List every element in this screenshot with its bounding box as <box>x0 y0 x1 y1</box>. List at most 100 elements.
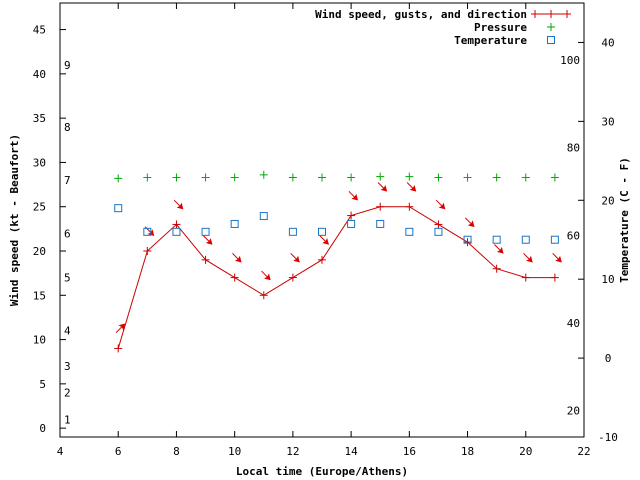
wind-direction-arrow <box>290 252 300 263</box>
wind-point <box>434 220 443 229</box>
x-tick-label: 22 <box>577 445 590 458</box>
temperature-point <box>376 219 385 228</box>
pressure-point <box>434 173 443 182</box>
wind-point <box>463 238 472 247</box>
beaufort-label: 7 <box>64 174 71 187</box>
fahrenheit-label: 80 <box>567 142 580 155</box>
beaufort-label: 1 <box>64 413 71 426</box>
wind-direction-arrow <box>115 323 126 334</box>
y-tick-label: 0 <box>39 422 46 435</box>
pressure-point <box>463 173 472 182</box>
y-tick-label: 35 <box>33 112 46 125</box>
beaufort-label: 2 <box>64 387 71 400</box>
x-tick-label: 10 <box>228 445 241 458</box>
x-tick-label: 4 <box>57 445 64 458</box>
legend-label-wind: Wind speed, gusts, and direction <box>315 8 527 21</box>
y-tick-label: 40 <box>33 68 46 81</box>
pressure-point <box>288 173 297 182</box>
temperature-point <box>405 227 414 236</box>
wind-point <box>550 273 559 282</box>
x-tick-label: 18 <box>461 445 474 458</box>
y2-axis-title: Temperature (C - F) <box>618 157 631 283</box>
wind-point <box>114 344 123 353</box>
wind-point <box>376 202 385 211</box>
y-tick-label: 5 <box>39 378 46 391</box>
temperature-point <box>172 227 181 236</box>
y2-tick-label: 30 <box>601 115 614 128</box>
x-tick-label: 14 <box>344 445 358 458</box>
beaufort-label: 5 <box>64 272 71 285</box>
legend-label-pressure: Pressure <box>474 21 527 34</box>
temperature-point <box>347 219 356 228</box>
legend-swatch-wind-end <box>563 10 571 18</box>
beaufort-label: 4 <box>64 325 71 338</box>
temperature-point <box>143 227 152 236</box>
wind-point <box>172 220 181 229</box>
pressure-point <box>492 173 501 182</box>
wind-point <box>492 264 501 273</box>
legend-label-temperature: Temperature <box>454 34 527 47</box>
y2-tick-label: 0 <box>605 352 612 365</box>
wind-point <box>521 273 530 282</box>
temperature-point <box>434 227 443 236</box>
wind-point <box>143 247 152 255</box>
temperature-point <box>259 212 268 221</box>
y-tick-label: 45 <box>33 24 46 37</box>
pressure-point <box>143 173 152 182</box>
wind-direction-arrow <box>232 252 242 263</box>
x-tick-label: 12 <box>286 445 299 458</box>
legend-swatch-wind-start <box>531 10 539 18</box>
pressure-point <box>114 174 123 183</box>
temperature-point <box>521 235 530 244</box>
y-tick-label: 20 <box>33 245 46 258</box>
y-axis-title: Wind speed (kt - Beaufort) <box>8 134 21 306</box>
wind-direction-arrow <box>523 252 533 263</box>
wind-direction-arrow <box>377 182 388 192</box>
beaufort-label: 6 <box>64 227 71 240</box>
pressure-point <box>259 170 268 179</box>
temperature-point <box>201 227 210 236</box>
wind-point <box>405 202 414 211</box>
beaufort-label: 3 <box>64 360 71 373</box>
wind-point <box>201 255 210 264</box>
wind-direction-arrow <box>464 217 475 228</box>
temperature-point <box>288 227 297 236</box>
pressure-point <box>405 172 414 181</box>
pressure-point <box>550 173 559 182</box>
temperature-point <box>114 204 123 213</box>
wind-point <box>230 273 239 282</box>
wind-direction-arrow <box>406 182 417 192</box>
fahrenheit-label: 100 <box>560 54 580 67</box>
wind-direction-arrow <box>144 226 155 236</box>
fahrenheit-label: 60 <box>567 229 580 242</box>
pressure-point <box>230 173 239 182</box>
wind-point <box>288 273 297 282</box>
temperature-point <box>230 219 239 228</box>
pressure-point <box>201 173 210 182</box>
beaufort-label: 8 <box>64 121 71 134</box>
y-tick-label: 15 <box>33 289 46 302</box>
y2-tick-label: 20 <box>601 194 614 207</box>
x-tick-label: 20 <box>519 445 532 458</box>
temperature-point <box>492 235 501 244</box>
fahrenheit-label: 40 <box>567 317 580 330</box>
y2-tick-label: -10 <box>598 431 618 444</box>
wind-direction-arrow <box>552 252 562 263</box>
y2-tick-label: 40 <box>601 36 614 49</box>
wind-speed-line <box>117 206 555 349</box>
y-tick-label: 10 <box>33 334 46 347</box>
x-tick-label: 16 <box>403 445 416 458</box>
wind-direction-arrow <box>435 199 446 210</box>
x-tick-label: 8 <box>173 445 180 458</box>
temperature-point <box>550 235 559 244</box>
temperature-point <box>463 235 472 244</box>
wind-direction-arrow <box>348 190 359 201</box>
wind-direction-arrow <box>261 270 271 281</box>
legend-swatch-pressure <box>547 23 555 31</box>
pressure-point <box>521 173 530 182</box>
y-tick-label: 25 <box>33 201 46 214</box>
temperature-point <box>318 227 326 236</box>
legend-swatch-wind-mid <box>547 10 555 18</box>
wind-direction-arrow <box>319 235 329 245</box>
